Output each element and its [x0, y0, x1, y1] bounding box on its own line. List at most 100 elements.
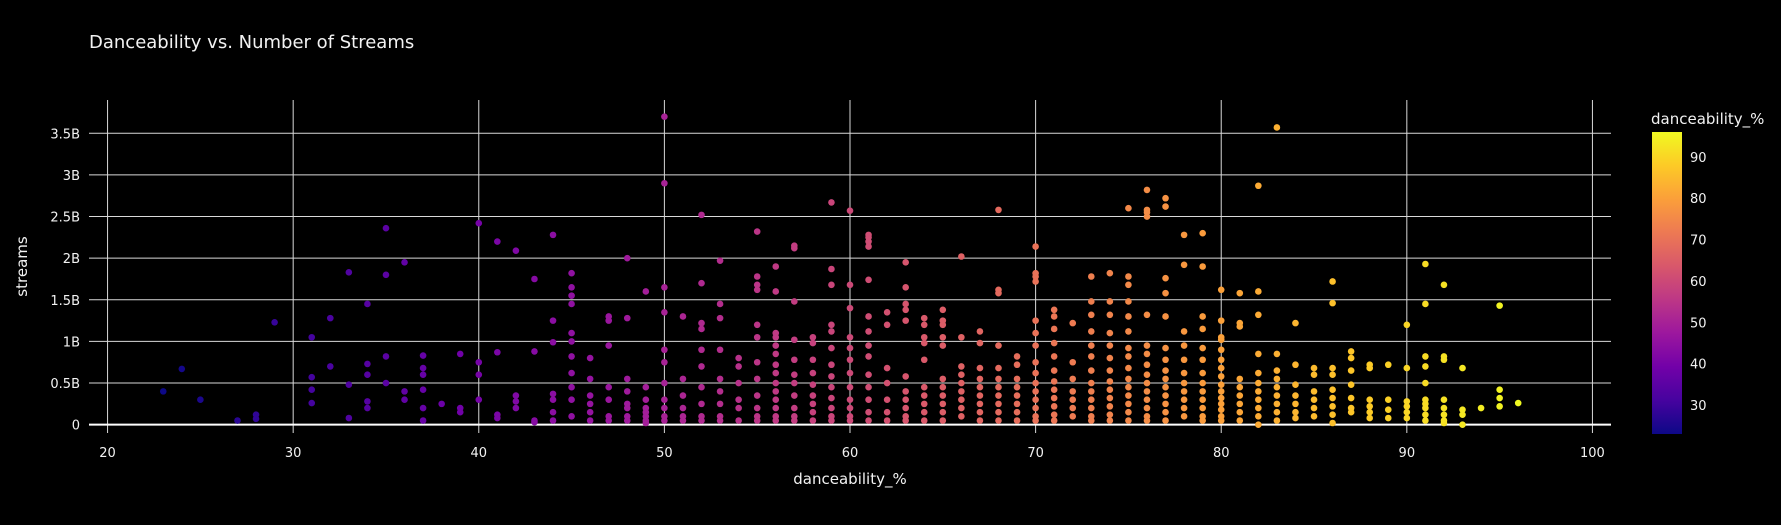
- y-tick-label: 1.5B: [50, 294, 80, 309]
- x-tick-label: 40: [471, 446, 488, 461]
- data-point: [772, 404, 780, 412]
- data-point: [1069, 319, 1077, 327]
- data-point: [1106, 329, 1114, 337]
- data-point: [1292, 361, 1299, 369]
- data-point: [883, 321, 891, 329]
- data-point: [1236, 392, 1244, 399]
- data-point: [456, 408, 464, 416]
- data-point: [1292, 400, 1299, 408]
- y-tick-label: 2B: [63, 252, 80, 267]
- data-point: [568, 369, 575, 377]
- data-point: [586, 408, 594, 416]
- data-point: [1032, 379, 1039, 387]
- data-point: [735, 379, 742, 387]
- data-point: [1106, 311, 1114, 319]
- data-point: [772, 288, 780, 295]
- data-point: [883, 417, 891, 424]
- data-point: [1106, 411, 1114, 418]
- data-point: [1255, 413, 1262, 420]
- data-point: [1422, 417, 1429, 424]
- data-point: [976, 383, 984, 391]
- data-point: [605, 417, 613, 424]
- data-point: [1050, 386, 1058, 394]
- data-point: [1013, 400, 1021, 408]
- data-point: [995, 400, 1002, 408]
- data-point: [902, 259, 909, 266]
- data-point: [1199, 263, 1206, 270]
- data-point: [976, 417, 984, 424]
- data-point: [1125, 353, 1132, 360]
- data-point: [661, 346, 668, 354]
- colorbar-tick-label: 80: [1690, 192, 1707, 207]
- gridlines: [89, 100, 1611, 433]
- data-point: [902, 373, 909, 380]
- data-point: [1125, 313, 1132, 320]
- data-point: [958, 388, 965, 395]
- colorbar-tick-label: 70: [1690, 234, 1707, 249]
- data-point: [809, 400, 817, 408]
- data-point: [1459, 421, 1466, 428]
- data-point: [976, 375, 984, 383]
- data-point: [828, 281, 835, 289]
- data-point: [568, 338, 575, 345]
- data-point: [828, 265, 835, 273]
- data-point: [475, 219, 483, 227]
- data-point: [939, 375, 947, 383]
- data-point: [939, 392, 947, 399]
- data-point: [902, 404, 909, 412]
- data-point: [1255, 369, 1262, 377]
- data-point: [1162, 356, 1169, 364]
- data-point: [1329, 278, 1336, 285]
- data-point: [809, 408, 817, 416]
- data-point: [1162, 274, 1169, 282]
- data-point: [1032, 329, 1039, 337]
- data-point: [1050, 325, 1058, 333]
- data-point: [642, 288, 650, 295]
- data-point: [586, 392, 594, 399]
- data-point: [494, 238, 501, 245]
- data-point: [716, 417, 724, 424]
- data-point: [1459, 364, 1466, 372]
- data-point: [995, 289, 1002, 297]
- data-point: [1050, 378, 1058, 385]
- data-point: [902, 417, 909, 424]
- data-point: [679, 417, 687, 424]
- x-tick-label: 80: [1213, 446, 1230, 461]
- data-point: [1069, 375, 1077, 383]
- data-point: [661, 404, 668, 412]
- data-point: [828, 321, 835, 329]
- x-tick-label: 100: [1580, 446, 1605, 461]
- data-point: [1347, 394, 1355, 402]
- data-point: [1273, 375, 1281, 383]
- data-point: [958, 413, 965, 420]
- data-point: [326, 314, 334, 322]
- colorbar-tick-labels: 30 40 50 60 70 80 90: [1690, 151, 1707, 414]
- data-point: [1496, 403, 1503, 410]
- data-point: [1143, 361, 1151, 369]
- data-point: [1069, 388, 1077, 395]
- data-point: [512, 392, 520, 399]
- data-point: [958, 363, 965, 370]
- data-point: [308, 399, 316, 407]
- data-point: [1106, 354, 1114, 362]
- data-point: [846, 281, 854, 289]
- data-point: [178, 365, 186, 373]
- data-point: [1143, 396, 1151, 404]
- data-point: [1069, 413, 1077, 420]
- data-point: [791, 417, 798, 424]
- data-point: [1180, 413, 1188, 420]
- data-point: [1459, 406, 1466, 413]
- data-point: [1440, 356, 1448, 364]
- data-point: [1199, 417, 1206, 424]
- data-point: [1217, 336, 1225, 344]
- data-point: [586, 354, 594, 362]
- data-point: [308, 386, 316, 394]
- data-point: [791, 298, 798, 305]
- data-point: [846, 344, 854, 352]
- data-point: [1050, 339, 1058, 347]
- data-point: [753, 392, 761, 399]
- data-point: [1162, 203, 1169, 210]
- data-point: [1162, 375, 1169, 383]
- data-point: [791, 336, 798, 344]
- data-point: [1440, 396, 1448, 404]
